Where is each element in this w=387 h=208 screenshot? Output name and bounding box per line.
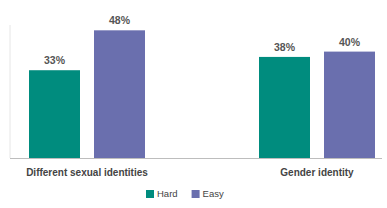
chart-container: 33% 48% 38% 40% Different sexual identities G… [0, 0, 387, 208]
chart-svg: 33% 48% 38% 40% Different sexual identities G… [0, 0, 387, 208]
data-label: 33% [44, 54, 66, 66]
legend-label: Hard [157, 188, 178, 199]
bar [29, 70, 80, 158]
bar [259, 57, 310, 158]
data-label: 40% [339, 36, 361, 48]
value-axis-line [10, 25, 11, 158]
data-labels: 33% 48% 38% 40% [44, 14, 361, 66]
legend-swatch [146, 190, 154, 198]
legend-swatch [192, 190, 200, 198]
legend: Hard Easy [146, 188, 224, 199]
data-label: 38% [274, 41, 296, 53]
legend-label: Easy [203, 188, 224, 199]
category-label: Gender identity [280, 167, 354, 178]
x-axis-line [10, 158, 382, 159]
bar [94, 30, 145, 158]
data-label: 48% [109, 14, 131, 26]
category-label: Different sexual identities [26, 167, 148, 178]
bar [324, 52, 375, 158]
bars [29, 30, 375, 158]
